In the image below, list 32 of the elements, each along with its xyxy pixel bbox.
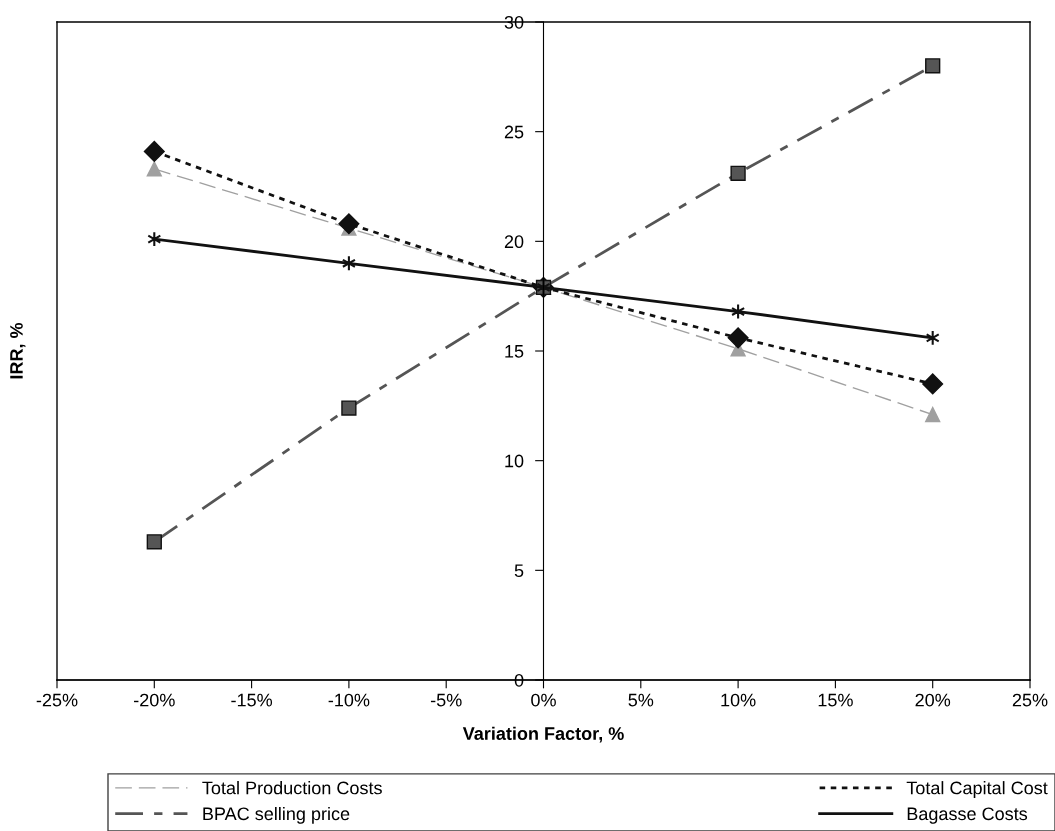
point bbox=[146, 534, 162, 550]
point bbox=[730, 165, 746, 181]
x-tick-label: -20% bbox=[134, 693, 175, 707]
point bbox=[727, 327, 749, 349]
x-tick-label: 15% bbox=[818, 693, 853, 707]
x-tick-label: 20% bbox=[915, 693, 951, 707]
x-tick-label: -15% bbox=[231, 693, 273, 707]
x-tick-label: 5% bbox=[628, 693, 654, 707]
point bbox=[925, 406, 941, 423]
legend-label: Total Production Costs bbox=[202, 781, 382, 795]
x-tick-label: 0% bbox=[531, 693, 556, 707]
point bbox=[143, 140, 165, 162]
legend-label: Bagasse Costs bbox=[907, 807, 1028, 824]
point bbox=[925, 58, 941, 74]
x-tick-label: -5% bbox=[430, 693, 462, 707]
x-tick-label: -10% bbox=[328, 693, 370, 707]
point bbox=[341, 400, 357, 416]
point bbox=[922, 373, 944, 395]
y-tick-label: 5 bbox=[514, 564, 524, 578]
point bbox=[338, 213, 360, 235]
point bbox=[146, 161, 162, 177]
legend-label: Total Capital Cost bbox=[906, 781, 1048, 798]
x-tick-label: -25% bbox=[36, 693, 78, 707]
x-tick-label: 10% bbox=[721, 693, 756, 707]
y-tick-label: 20 bbox=[504, 235, 524, 249]
y-tick-label: 15 bbox=[505, 345, 524, 358]
x-tick-label: 25% bbox=[1012, 693, 1048, 707]
x-axis-title: Variation Factor, % bbox=[462, 726, 624, 743]
y-tick-label: 10 bbox=[505, 454, 524, 468]
y-tick-label: 25 bbox=[504, 125, 524, 139]
y-axis-title: IRR, % bbox=[10, 322, 26, 379]
legend-label: BPAC selling price bbox=[203, 806, 350, 824]
